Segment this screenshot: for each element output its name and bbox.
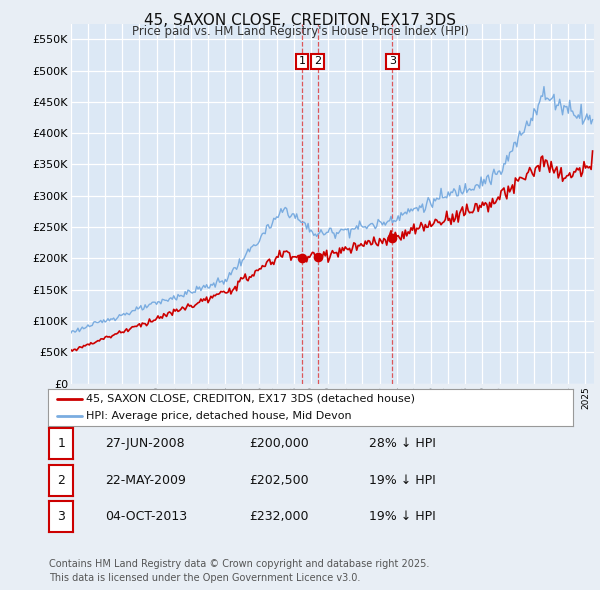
Text: £232,000: £232,000	[249, 510, 308, 523]
Text: Contains HM Land Registry data © Crown copyright and database right 2025.
This d: Contains HM Land Registry data © Crown c…	[49, 559, 430, 583]
Text: HPI: Average price, detached house, Mid Devon: HPI: Average price, detached house, Mid …	[86, 411, 352, 421]
Text: 19% ↓ HPI: 19% ↓ HPI	[369, 474, 436, 487]
Text: £200,000: £200,000	[249, 437, 309, 450]
Text: 2: 2	[314, 57, 321, 67]
Text: £202,500: £202,500	[249, 474, 308, 487]
Text: Price paid vs. HM Land Registry's House Price Index (HPI): Price paid vs. HM Land Registry's House …	[131, 25, 469, 38]
Text: 3: 3	[57, 510, 65, 523]
Text: 2: 2	[57, 474, 65, 487]
Text: 28% ↓ HPI: 28% ↓ HPI	[369, 437, 436, 450]
Text: 1: 1	[299, 57, 306, 67]
Text: 27-JUN-2008: 27-JUN-2008	[105, 437, 185, 450]
Text: 45, SAXON CLOSE, CREDITON, EX17 3DS (detached house): 45, SAXON CLOSE, CREDITON, EX17 3DS (det…	[86, 394, 415, 404]
Text: 22-MAY-2009: 22-MAY-2009	[105, 474, 186, 487]
Text: 3: 3	[389, 57, 396, 67]
Text: 19% ↓ HPI: 19% ↓ HPI	[369, 510, 436, 523]
Text: 04-OCT-2013: 04-OCT-2013	[105, 510, 187, 523]
Text: 1: 1	[57, 437, 65, 450]
Text: 45, SAXON CLOSE, CREDITON, EX17 3DS: 45, SAXON CLOSE, CREDITON, EX17 3DS	[144, 13, 456, 28]
